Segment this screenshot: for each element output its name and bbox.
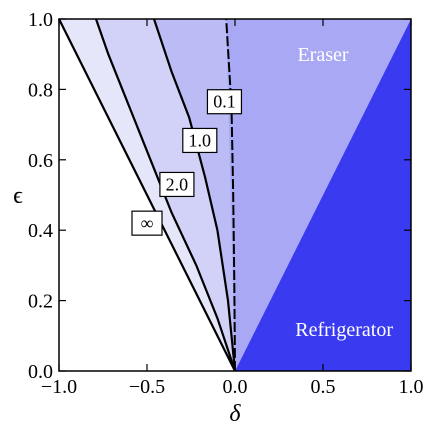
region-eraser <box>226 19 411 371</box>
y-axis-label: ϵ <box>13 183 23 209</box>
contour-line-3 <box>225 18 236 372</box>
x-tick-label: −1.0 <box>41 376 77 398</box>
y-tick-label: 0.2 <box>28 291 53 313</box>
region-refrigerator <box>235 19 411 371</box>
ticks-layer: −1.0 −0.5 0.0 0.5 1.0 0.0 0.2 0.4 0.6 0.8 1.0 <box>28 9 424 398</box>
region-label-eraser: Eraser <box>297 44 348 66</box>
contour-line-0 <box>58 18 236 372</box>
contour-label-3: 0.1 <box>213 92 236 112</box>
labels-layer: ∞ 2.0 1.00.1 Eraser Refrigerator <box>131 44 393 341</box>
contour-line-2 <box>152 18 237 372</box>
x-axis-label: δ <box>229 401 241 427</box>
contour-label-box-0 <box>131 210 163 236</box>
x-tick-label: 1.0 <box>399 376 424 398</box>
x-tick-label: 0.5 <box>311 376 336 398</box>
y-tick-label: 0.8 <box>28 79 53 101</box>
contour-label-2: 1.0 <box>189 130 212 150</box>
contour-label-box-3 <box>206 89 243 115</box>
region-label-refrigerator: Refrigerator <box>295 319 393 341</box>
y-tick-label: 0.0 <box>28 361 53 383</box>
y-tick-label: 0.6 <box>28 150 53 172</box>
contour-label-0: ∞ <box>141 213 154 233</box>
contour-label-1: 2.0 <box>166 174 189 194</box>
contour-label-box-2 <box>182 127 218 154</box>
contour-label-box-1 <box>159 171 195 198</box>
y-tick-label: 0.4 <box>28 220 53 242</box>
x-tick-label: 0.0 <box>223 376 248 398</box>
y-tick-label: 1.0 <box>28 9 53 31</box>
x-tick-label: −0.5 <box>129 376 165 398</box>
